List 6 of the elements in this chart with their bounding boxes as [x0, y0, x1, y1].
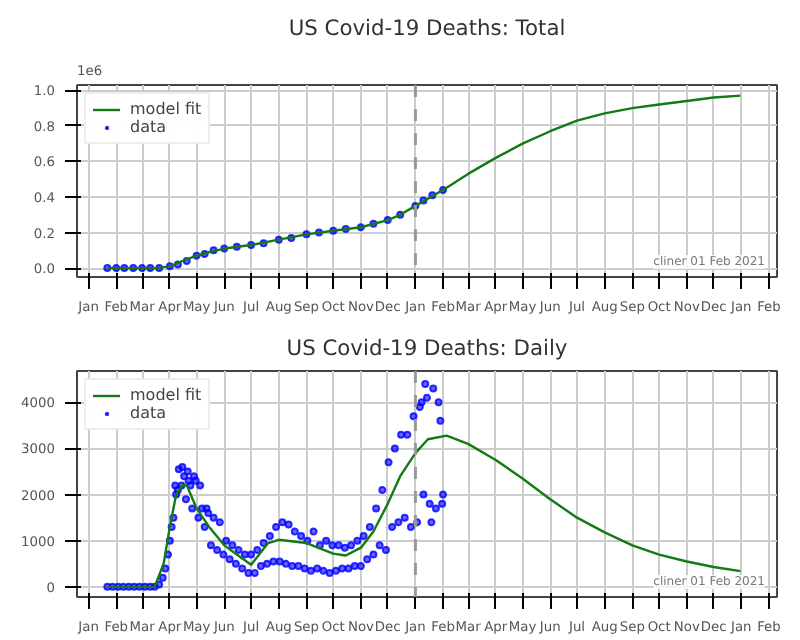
legend-label: data — [130, 404, 169, 422]
legend-label: model fit — [130, 100, 202, 118]
legend-label: data — [130, 118, 169, 136]
chart-title: US Covid-19 Deaths: Total — [288, 15, 566, 41]
legend-label: model fit — [130, 386, 202, 404]
chart-title: US Covid-19 Deaths: Daily — [286, 335, 568, 361]
